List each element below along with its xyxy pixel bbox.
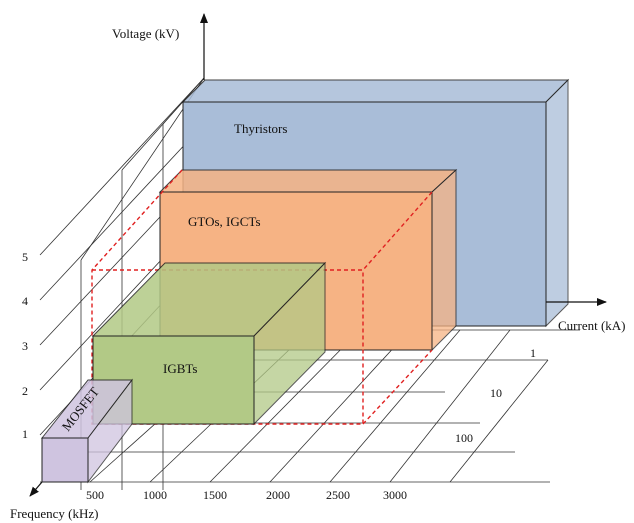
frequency-axis-title: Frequency (kHz) [10, 506, 98, 521]
mosfet-box: MOSFET [40, 378, 134, 484]
voltage-tick-4: 4 [22, 294, 28, 308]
voltage-tick-1: 1 [22, 427, 28, 441]
voltage-axis-title: Voltage (kV) [112, 26, 179, 41]
igbts-label: IGBTs [163, 361, 197, 376]
voltage-tick-5: 5 [22, 250, 28, 264]
current-axis-title: Current (kA) [558, 318, 626, 333]
igbts-box: IGBTs [91, 261, 327, 426]
voltage-tick-2: 2 [22, 384, 28, 398]
frequency-tick-1000: 1000 [143, 488, 167, 502]
frequency-tick-2500: 2500 [326, 488, 350, 502]
frequency-tick-2000: 2000 [266, 488, 290, 502]
voltage-tick-3: 3 [22, 339, 28, 353]
frequency-tick-1500: 1500 [203, 488, 227, 502]
thyristors-label: Thyristors [234, 121, 287, 136]
frequency-axis [29, 481, 43, 497]
gtos-igcts-label: GTOs, IGCTs [188, 214, 261, 229]
current-tick-100: 100 [455, 431, 473, 445]
frequency-tick-500: 500 [86, 488, 104, 502]
axes [29, 13, 607, 497]
current-tick-1: 1 [530, 346, 536, 360]
current-tick-10: 10 [490, 386, 502, 400]
frequency-tick-3000: 3000 [383, 488, 407, 502]
